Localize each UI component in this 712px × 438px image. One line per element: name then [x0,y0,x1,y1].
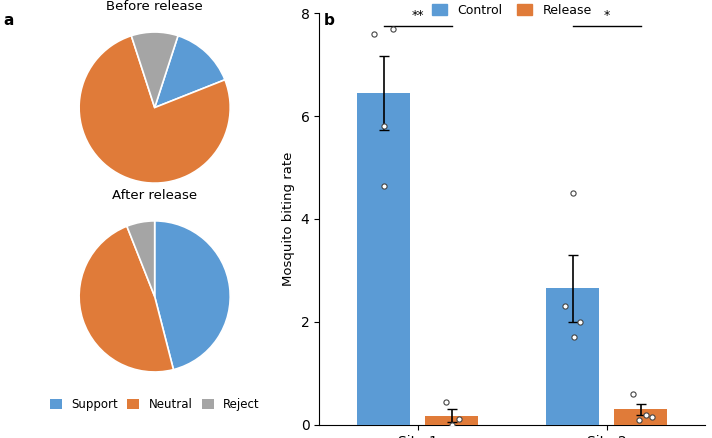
Point [454,415,465,422]
Wedge shape [155,221,230,370]
Text: a: a [4,13,14,28]
Bar [425,416,478,425]
Title: Before release: Before release [106,0,203,13]
Point [368,30,379,37]
Text: b: b [324,13,335,28]
Bar [614,410,667,425]
Point [646,413,658,420]
Point [627,391,639,398]
Point [378,123,389,130]
Text: **: ** [412,9,424,22]
Title: After release: After release [112,189,197,202]
Wedge shape [155,36,225,108]
Point [560,303,571,310]
Bar [546,289,599,425]
Point [378,182,389,189]
Point [575,318,586,325]
Text: *: * [604,9,609,22]
Y-axis label: Mosquito biting rate: Mosquito biting rate [282,152,295,286]
Legend: Support, Neutral, Reject: Support, Neutral, Reject [45,393,264,416]
Point [446,421,457,428]
Bar [357,93,410,425]
Point [569,334,580,341]
Point [440,398,451,405]
Point [387,25,399,32]
Legend: Control, Release: Control, Release [427,0,597,22]
Wedge shape [131,32,178,108]
Point [633,416,644,423]
Point [567,190,578,197]
Wedge shape [127,221,155,297]
Wedge shape [79,36,230,183]
Point [641,411,652,418]
Wedge shape [79,226,174,372]
